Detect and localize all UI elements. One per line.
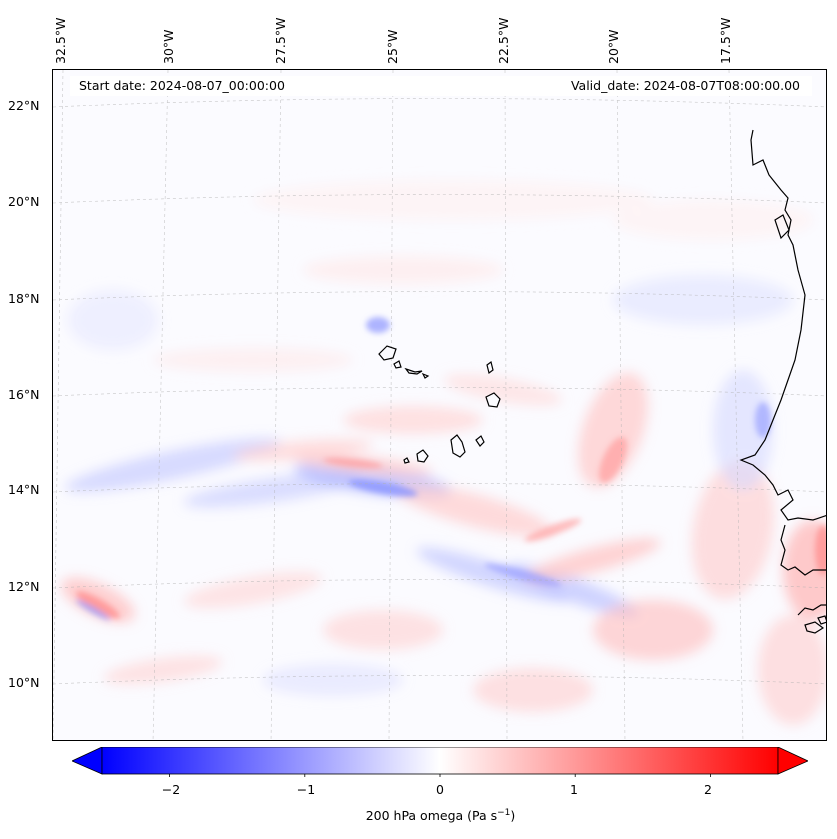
lon-label-32-5w: 32.5°W xyxy=(53,17,68,64)
map-gridlines xyxy=(53,70,826,740)
cape-verde-islands xyxy=(378,345,501,464)
map-panel xyxy=(52,69,827,741)
island-sao-vicente xyxy=(393,360,402,369)
colorbar-body xyxy=(101,747,779,775)
lon-label-27-5w: 27.5°W xyxy=(273,17,288,64)
omega-field-detail xyxy=(75,317,826,621)
colorbar-tick-label-neg1: −1 xyxy=(296,782,316,797)
colorbar-extend-max xyxy=(777,747,808,775)
island-boa-vista xyxy=(485,392,501,408)
island-santo-antao xyxy=(378,345,397,361)
start-date-label: Start date: 2024-08-07_00:00:00 xyxy=(79,78,285,93)
island-maio xyxy=(475,435,485,447)
lat-label-16n: 16°N xyxy=(8,387,40,402)
colorbar-extend-min xyxy=(72,747,103,775)
lon-label-20w: 20°W xyxy=(606,29,621,64)
lon-label-22-5w: 22.5°W xyxy=(496,17,511,64)
lat-label-12n: 12°N xyxy=(8,579,40,594)
lon-label-25w: 25°W xyxy=(385,29,400,64)
lat-label-14n: 14°N xyxy=(8,482,40,497)
coastlines xyxy=(739,129,826,634)
colorbar-tick-label-1: 1 xyxy=(570,782,578,797)
header-bar xyxy=(70,76,812,96)
lat-label-18n: 18°N xyxy=(8,291,40,306)
lat-label-10n: 10°N xyxy=(8,675,40,690)
colorbar-ticks xyxy=(169,774,711,777)
lat-label-20n: 20°N xyxy=(8,194,40,209)
omega-field-shading xyxy=(61,180,826,725)
africa-coastline-south xyxy=(780,524,826,576)
lon-label-17-5w: 17.5°W xyxy=(718,17,733,64)
omega-field-map xyxy=(53,70,826,740)
colorbar-tick-label-2: 2 xyxy=(704,782,712,797)
island-brava xyxy=(403,457,410,464)
coastline-islands-bijagos xyxy=(797,604,826,634)
colorbar-tick-label-0: 0 xyxy=(436,782,444,797)
island-sal xyxy=(486,360,494,375)
colorbar-label: 200 hPa omega (Pa s−1) xyxy=(365,808,516,824)
colorbar-tick-label-neg2: −2 xyxy=(161,782,181,797)
lat-label-22n: 22°N xyxy=(8,98,40,113)
valid-date-label: Valid_date: 2024-08-07T08:00:00.00 xyxy=(570,78,800,93)
colorbar xyxy=(72,747,808,777)
island-fogo xyxy=(416,449,429,463)
island-sao-nicolau xyxy=(404,367,423,375)
island-santiago xyxy=(450,434,466,458)
lon-label-30w: 30°W xyxy=(161,29,176,64)
africa-coastline xyxy=(739,129,826,521)
